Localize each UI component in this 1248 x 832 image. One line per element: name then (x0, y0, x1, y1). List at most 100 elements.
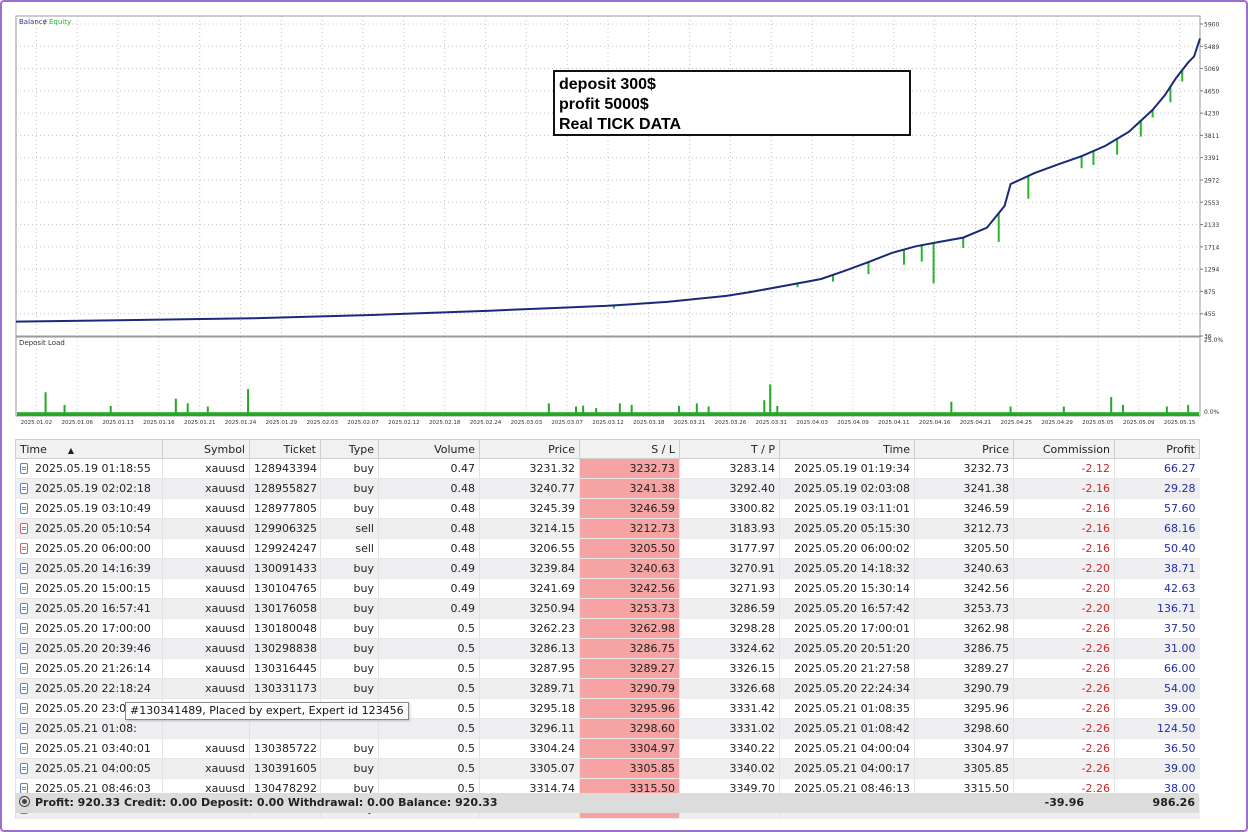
column-header-ticket[interactable]: Ticket (249, 439, 321, 459)
y-tick-label: 1714 (1204, 244, 1219, 251)
cell-tp: 3286.59 (679, 598, 780, 619)
column-header-price[interactable]: Price (479, 439, 580, 459)
cell-tp: 3177.97 (679, 538, 780, 559)
cell-close-price: 3246.59 (914, 498, 1014, 519)
deposit-load-spike (1009, 406, 1012, 416)
column-header-volume[interactable]: Volume (378, 439, 480, 459)
main-chart-border (15, 15, 1201, 337)
cell-close-price: 3305.85 (914, 758, 1014, 779)
legend-separator: / (44, 18, 47, 26)
cell-symbol: xauusd (162, 578, 250, 599)
cell-time: 2025.05.20 17:00:00 (15, 618, 163, 639)
table-row[interactable]: 2025.05.20 15:00:15 xauusd 130104765 buy 0.4… (15, 578, 1200, 599)
summary-profit-total: 986.26 (1152, 796, 1195, 809)
cell-sl: 3241.38 (579, 478, 680, 499)
table-row[interactable]: 2025.05.20 17:00:00 xauusd 130180048 buy 0.5… (15, 618, 1200, 639)
table-row[interactable]: 2025.05.20 21:26:14 xauusd 130316445 buy 0.5… (15, 658, 1200, 679)
x-tick-label: 2025.01.06 (61, 420, 93, 426)
cell-symbol: xauusd (162, 538, 250, 559)
cell-ticket: 130091433 (249, 558, 321, 579)
table-row[interactable]: 2025.05.20 14:16:39 xauusd 130091433 buy 0.4… (15, 558, 1200, 579)
cell-volume: 0.5 (378, 758, 480, 779)
buy-order-icon (20, 623, 28, 634)
table-row[interactable]: 2025.05.20 22:18:24 xauusd 130331173 buy 0.5… (15, 678, 1200, 699)
x-tick-label: 2025.01.24 (225, 420, 257, 426)
table-row[interactable]: 2025.05.20 05:10:54 xauusd 129906325 sell 0.… (15, 518, 1200, 539)
table-row[interactable]: 2025.05.19 02:02:18 xauusd 128955827 buy 0.4… (15, 478, 1200, 499)
cell-sl: 3298.60 (579, 718, 680, 739)
table-row[interactable]: 2025.05.21 01:08: 0.5 3296.11 3298.60 3331.0… (15, 718, 1200, 739)
cell-close-time: 2025.05.21 01:08:35 (779, 698, 915, 719)
cell-volume: 0.5 (378, 678, 480, 699)
cell-price: 3245.39 (479, 498, 580, 519)
deposit-load-spike (763, 400, 766, 416)
table-row[interactable]: 2025.05.19 01:18:55 xauusd 128943394 buy 0.4… (15, 458, 1200, 479)
cell-profit: 57.60 (1114, 498, 1200, 519)
cell-tp: 3340.22 (679, 738, 780, 759)
cell-symbol: xauusd (162, 558, 250, 579)
buy-order-icon (20, 483, 28, 494)
column-header-close-time[interactable]: Time (779, 439, 915, 459)
buy-order-icon (20, 663, 28, 674)
x-tick-label: 2025.03.31 (756, 420, 788, 426)
cell-commission: -2.26 (1013, 618, 1115, 639)
table-row[interactable]: 2025.05.20 16:57:41 xauusd 130176058 buy 0.4… (15, 598, 1200, 619)
cell-volume: 0.48 (378, 538, 480, 559)
cell-price: 3206.55 (479, 538, 580, 559)
deposit-load-spike (44, 392, 47, 416)
cell-price: 3287.95 (479, 658, 580, 679)
cell-volume: 0.48 (378, 478, 480, 499)
buy-order-icon (20, 583, 28, 594)
deposit-load-spike (63, 404, 66, 416)
cell-close-price: 3205.50 (914, 538, 1014, 559)
x-tick-label: 2025.01.02 (21, 420, 53, 426)
table-row[interactable]: 2025.05.21 03:40:01 xauusd 130385722 buy 0.5… (15, 738, 1200, 759)
column-header-profit[interactable]: Profit (1114, 439, 1200, 459)
cell-price: 3304.24 (479, 738, 580, 759)
cell-type: buy (320, 578, 379, 599)
cell-close-time: 2025.05.20 14:18:32 (779, 558, 915, 579)
cell-close-price: 3232.73 (914, 458, 1014, 479)
column-header-sl[interactable]: S / L (579, 439, 680, 459)
table-row[interactable]: 2025.05.20 06:00:00 xauusd 129924247 sell 0.… (15, 538, 1200, 559)
cell-type: buy (320, 758, 379, 779)
cell-close-price: 3262.98 (914, 618, 1014, 639)
table-row[interactable]: 2025.05.19 03:10:49 xauusd 128977805 buy 0.4… (15, 498, 1200, 519)
x-tick-label: 2025.04.11 (878, 420, 910, 426)
table-row[interactable]: 2025.05.20 23:04:36xauusd130341489buy0.5… (15, 698, 1200, 719)
cell-ticket: 128977805 (249, 498, 321, 519)
column-header-tp[interactable]: T / P (679, 439, 780, 459)
annotation-line-tick-data: Real TICK DATA (559, 116, 682, 133)
deposit-load-spike (1110, 397, 1113, 416)
cell-close-time: 2025.05.20 21:27:58 (779, 658, 915, 679)
column-header-close-price[interactable]: Price (914, 439, 1014, 459)
column-header-time[interactable]: Time ▲ (15, 439, 163, 459)
table-row[interactable]: 2025.05.20 20:39:46 xauusd 130298838 buy 0.5… (15, 638, 1200, 659)
balance-line (15, 38, 1201, 323)
cell-tp: 3300.82 (679, 498, 780, 519)
cell-price: 3295.18 (479, 698, 580, 719)
summary-circle-icon (19, 796, 30, 807)
cell-close-time: 2025.05.20 20:51:20 (779, 638, 915, 659)
deposit-load-spike (174, 398, 177, 416)
column-header-symbol[interactable]: Symbol (162, 439, 250, 459)
cell-sl: 3304.97 (579, 738, 680, 759)
cell-sl: 3295.96 (579, 698, 680, 719)
buy-order-icon (20, 463, 28, 474)
cell-sl: 3212.73 (579, 518, 680, 539)
cell-ticket: 130385722 (249, 738, 321, 759)
deposit-load-spike (186, 403, 189, 416)
column-header-commission[interactable]: Commission (1013, 439, 1115, 459)
cell-volume: 0.48 (378, 498, 480, 519)
y-tick-label: 5900 (1204, 22, 1219, 29)
cell-profit: 124.50 (1114, 718, 1200, 739)
column-header-type[interactable]: Type (320, 439, 379, 459)
cell-close-time: 2025.05.20 22:24:34 (779, 678, 915, 699)
cell-sl: 3242.56 (579, 578, 680, 599)
cell-sl: 3262.98 (579, 618, 680, 639)
x-tick-label: 2025.02.03 (306, 420, 338, 426)
table-row[interactable]: 2025.05.21 04:00:05 xauusd 130391605 buy 0.5… (15, 758, 1200, 779)
cell-symbol: xauusd (162, 598, 250, 619)
x-tick-label: 2025.01.16 (143, 420, 175, 426)
cell-close-time: 2025.05.20 06:00:02 (779, 538, 915, 559)
